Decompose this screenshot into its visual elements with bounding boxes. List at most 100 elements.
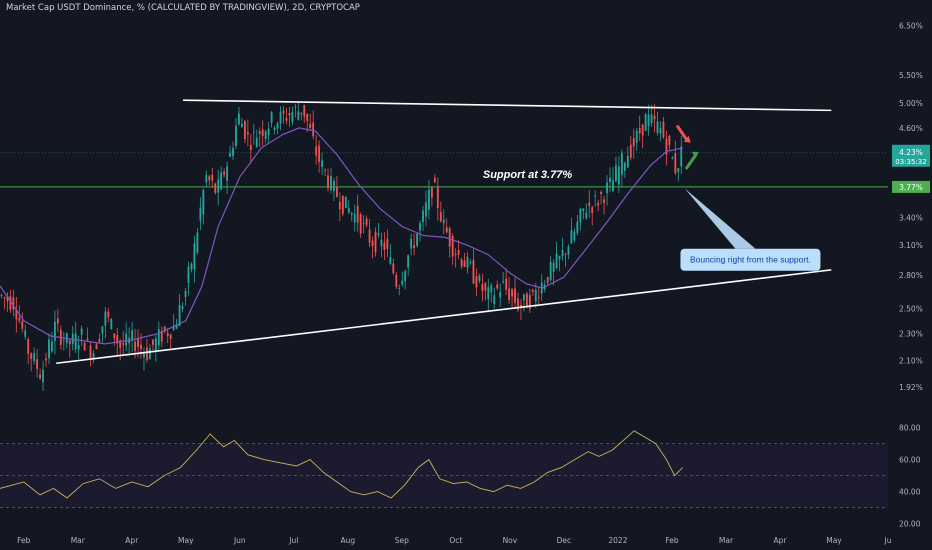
candle-body [270,112,273,123]
callout-text: Bouncing right from the support. [690,255,811,265]
candle-body [472,260,475,284]
candle-body [416,233,418,246]
candle-body [419,223,421,231]
candle-body [193,243,196,270]
candle-body [18,317,21,321]
candle-body [217,179,220,193]
candle-body [356,205,359,223]
candle-body [172,325,175,330]
candle-body [463,260,466,267]
callout-box [680,248,821,271]
x-tick-label: Dec [557,536,572,545]
candle-body [537,297,540,298]
candle-body [439,211,442,222]
candle-body [428,189,430,210]
candle-body [552,262,555,272]
candle-body [383,242,386,250]
candle-body [6,295,9,302]
candle-body [205,175,208,183]
candle-body [618,166,620,185]
candle-body [273,127,276,131]
candle-body [42,369,44,383]
candle-body [235,125,237,147]
candle-body [252,131,255,133]
candle-body [267,128,270,136]
candle-body [371,240,374,247]
rsi-tick-label: 60.00 [899,456,921,465]
candle-body [83,343,86,351]
candle-body [641,124,644,136]
candle-body [175,323,178,329]
candle-body [511,289,513,297]
y-tick-label: 2.80% [899,271,923,280]
candle-body [229,152,231,157]
candle-body [413,245,416,249]
x-tick-label: Mar [71,536,86,545]
candle-body [288,113,291,116]
x-tick-label: Feb [17,536,31,545]
candle-body [677,167,680,173]
candle-body [395,274,398,287]
candle-body [665,138,668,155]
candle-body [638,128,641,134]
candle-body [113,333,116,338]
candle-body [309,123,312,128]
candle-body [178,305,181,326]
candle-body [86,338,89,340]
candle-body [321,160,323,167]
candle-body [9,296,12,310]
candle-body [558,256,561,260]
candle-body [294,106,297,108]
candle-body [261,129,264,137]
candle-body [24,330,27,337]
candle-body [635,131,638,143]
rsi-tick-label: 20.00 [899,520,921,529]
candle-body [528,295,531,310]
candle-body [448,228,451,247]
lower-trendline [56,269,832,365]
candle-body [187,266,190,283]
candle-body [629,144,632,158]
candle-body [98,338,101,342]
candle-body [460,259,463,267]
candle-body [626,155,629,168]
candle-body [137,338,139,348]
candle-body [475,276,478,288]
candle-body [327,175,329,189]
candle-body [594,195,597,197]
candle-body [451,235,454,257]
support-price-tag [892,180,930,193]
down-arrow-head [683,135,691,143]
candle-body [190,263,193,270]
candle-body [264,131,267,139]
candle-body [282,110,285,114]
y-tick-label: 5.00% [899,99,923,108]
candle-body [146,347,148,361]
candle-body [30,353,33,359]
candle-body [425,202,427,217]
candle-body [389,257,392,264]
candle-body [514,288,516,303]
x-tick-label: Nov [503,536,518,545]
support-annotation: Support at 3.77% [483,169,572,181]
candle-body [196,232,199,253]
candle-body [291,112,294,123]
candle-body [484,283,487,291]
x-tick-label: Aug [341,536,356,545]
candle-body [169,334,172,339]
candle-body [232,147,234,157]
candle-body [350,212,353,215]
x-tick-label: Oct [449,536,462,545]
candle-body [609,177,611,183]
candle-body [45,358,47,361]
candle-body [344,196,347,208]
y-tick-label: 3.40% [899,214,923,223]
callout-pointer [684,188,756,249]
current-price-label: 4.23% [899,148,923,157]
candle-body [39,374,41,379]
candle-body [199,207,202,221]
candle-body [656,121,659,133]
candle-body [457,250,460,255]
candle-body [202,190,205,215]
